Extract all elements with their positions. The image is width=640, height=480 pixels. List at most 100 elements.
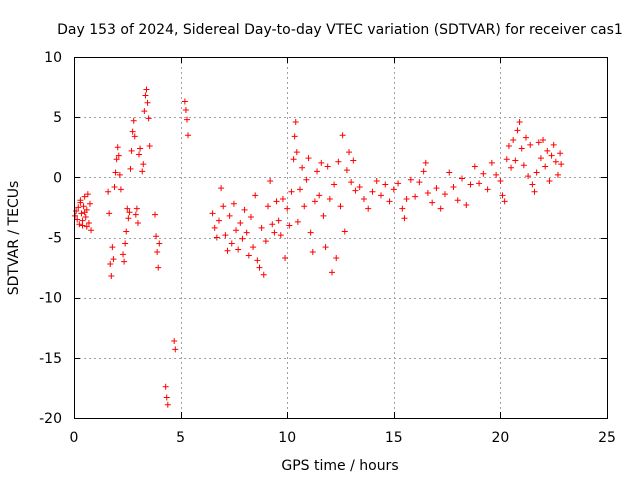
data-point: [292, 118, 299, 125]
data-point: [318, 159, 325, 166]
data-point: [282, 254, 289, 261]
data-point: [493, 171, 500, 178]
data-point: [123, 228, 130, 235]
data-point: [459, 175, 466, 182]
data-point: [81, 193, 88, 200]
data-point: [228, 240, 235, 247]
data-point: [139, 168, 146, 175]
data-point: [307, 229, 314, 236]
data-point: [79, 217, 86, 224]
data-point: [129, 128, 136, 135]
data-point: [335, 158, 342, 165]
data-point: [422, 159, 429, 166]
data-point: [303, 176, 310, 183]
data-point: [516, 118, 523, 125]
x-tick-label: 15: [385, 430, 403, 446]
data-point: [401, 215, 408, 222]
data-point: [299, 164, 306, 171]
data-point: [256, 264, 263, 271]
data-point: [88, 227, 95, 234]
data-point: [499, 192, 506, 199]
y-tick-label: 10: [44, 50, 62, 66]
data-point: [140, 161, 147, 168]
data-point: [245, 252, 252, 259]
data-point: [154, 248, 161, 255]
data-point: [185, 132, 192, 139]
data-point: [131, 133, 138, 140]
data-point: [544, 147, 551, 154]
data-point: [80, 203, 87, 210]
data-point: [172, 346, 179, 353]
data-point: [275, 217, 282, 224]
data-point: [554, 171, 561, 178]
data-point: [503, 156, 510, 163]
data-point: [146, 143, 153, 150]
data-point: [520, 162, 527, 169]
data-point: [171, 337, 178, 344]
data-point: [305, 155, 312, 162]
data-point: [220, 203, 227, 210]
data-point: [112, 169, 119, 176]
data-point: [510, 137, 517, 144]
data-point: [114, 144, 121, 151]
x-tick-labels: 0 5 10 15 20 25: [70, 430, 616, 446]
x-tick-label: 5: [176, 430, 185, 446]
data-point: [309, 248, 316, 255]
data-point: [235, 246, 242, 253]
data-point: [81, 209, 88, 216]
data-points: [72, 86, 565, 408]
data-point: [163, 394, 170, 401]
plot-frame: [74, 57, 608, 419]
data-point: [77, 197, 84, 204]
data-point: [386, 198, 393, 205]
data-point: [124, 205, 131, 212]
data-point: [480, 170, 487, 177]
x-tick-label: 20: [491, 430, 509, 446]
data-point: [226, 212, 233, 219]
data-point: [476, 180, 483, 187]
data-point: [365, 205, 372, 212]
data-point: [505, 143, 512, 150]
data-point: [286, 222, 293, 229]
data-point: [269, 221, 276, 228]
data-point: [128, 147, 135, 154]
data-point: [356, 183, 363, 190]
data-point: [328, 269, 335, 276]
data-point: [471, 163, 478, 170]
data-point: [127, 165, 134, 172]
data-point: [109, 244, 116, 251]
data-point: [117, 186, 124, 193]
data-point: [222, 232, 229, 239]
data-point: [378, 192, 385, 199]
data-point: [250, 244, 257, 251]
data-point: [294, 218, 301, 225]
data-point: [115, 152, 122, 159]
grid-lines: [74, 57, 607, 418]
data-point: [311, 198, 318, 205]
data-point: [537, 155, 544, 162]
data-point: [233, 227, 240, 234]
data-point: [518, 145, 525, 152]
data-point: [525, 173, 532, 180]
data-point: [535, 139, 542, 146]
data-point: [395, 180, 402, 187]
data-point: [557, 150, 564, 157]
data-point: [546, 177, 553, 184]
data-point: [437, 205, 444, 212]
y-tick-label: 0: [53, 170, 62, 186]
data-point: [132, 211, 139, 218]
data-point: [230, 200, 237, 207]
data-point: [107, 260, 114, 267]
data-point: [279, 195, 286, 202]
data-point: [412, 193, 419, 200]
data-point: [85, 220, 92, 227]
data-point: [320, 212, 327, 219]
data-point: [514, 127, 521, 134]
data-point: [527, 141, 534, 148]
y-tick-labels: -20 -15 -10 -5 0 5 10: [39, 50, 62, 427]
data-point: [105, 188, 112, 195]
data-point: [360, 195, 367, 202]
data-point: [182, 106, 189, 113]
data-point: [542, 163, 549, 170]
